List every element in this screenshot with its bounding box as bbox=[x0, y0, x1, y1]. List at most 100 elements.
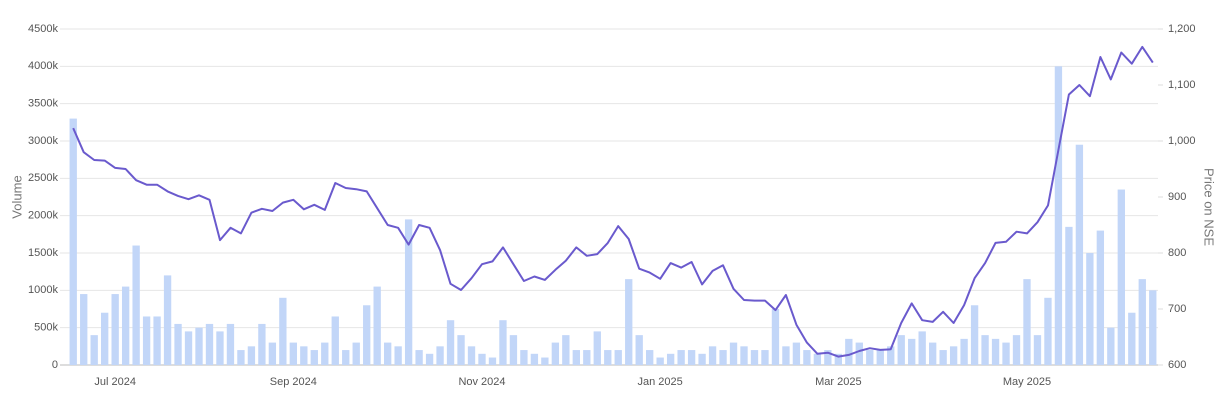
y2-tick-label: 600 bbox=[1168, 359, 1186, 371]
y-tick-label: 1000k bbox=[28, 284, 58, 296]
volume-bar bbox=[467, 346, 476, 365]
volume-bar bbox=[425, 353, 434, 365]
x-tick-label: Mar 2025 bbox=[815, 376, 861, 388]
volume-bar bbox=[708, 346, 717, 365]
volume-bar bbox=[69, 118, 77, 365]
volume-bar bbox=[289, 342, 298, 365]
volume-bar bbox=[1086, 253, 1094, 365]
volume-bar bbox=[541, 357, 549, 365]
y2-tick-label: 700 bbox=[1168, 303, 1186, 315]
volume-bar bbox=[824, 350, 832, 365]
x-tick-label: Jan 2025 bbox=[638, 376, 683, 388]
volume-bar bbox=[153, 316, 161, 365]
volume-bar bbox=[729, 342, 738, 365]
volume-bar bbox=[342, 350, 350, 365]
y-tick-label: 2500k bbox=[28, 172, 58, 184]
volume-bar bbox=[960, 338, 968, 365]
volume-bar bbox=[928, 342, 937, 365]
volume-bar bbox=[551, 342, 560, 365]
volume-bar bbox=[1002, 342, 1010, 365]
y-tick-label: 500k bbox=[34, 322, 58, 334]
volume-bar bbox=[174, 323, 182, 365]
volume-bar bbox=[876, 350, 884, 365]
volume-bar bbox=[404, 219, 413, 365]
volume-bar bbox=[687, 350, 696, 365]
volume-bar bbox=[625, 279, 633, 365]
volume-bar bbox=[1096, 230, 1105, 365]
volume-bar bbox=[761, 350, 769, 365]
y2-tick-label: 1,200 bbox=[1168, 23, 1196, 35]
volume-bar bbox=[300, 346, 308, 365]
volume-bar bbox=[310, 350, 318, 365]
volume-bar bbox=[593, 331, 601, 365]
volume-bar bbox=[216, 331, 224, 365]
volume-bar bbox=[90, 335, 98, 365]
volume-bar bbox=[970, 305, 979, 365]
y-tick-label: 2000k bbox=[28, 210, 58, 222]
y-tick-label: 1500k bbox=[28, 247, 58, 259]
volume-bar bbox=[121, 286, 130, 365]
volume-bar bbox=[1138, 279, 1146, 365]
volume-bar bbox=[614, 350, 622, 365]
volume-bar bbox=[478, 353, 486, 365]
volume-bar bbox=[604, 350, 612, 365]
x-tick-label: May 2025 bbox=[1003, 376, 1051, 388]
volume-bar bbox=[887, 346, 895, 365]
volume-bar bbox=[184, 331, 193, 365]
volume-bar bbox=[457, 335, 465, 365]
volume-bar bbox=[866, 350, 874, 365]
volume-bar bbox=[656, 357, 664, 365]
volume-bar bbox=[803, 350, 811, 365]
volume-bar bbox=[142, 316, 151, 365]
volume-bar bbox=[132, 245, 140, 365]
x-tick-label: Nov 2024 bbox=[458, 376, 505, 388]
y-tick-label: 0 bbox=[52, 359, 58, 371]
volume-bar bbox=[258, 323, 266, 365]
volume-bar bbox=[813, 353, 822, 365]
volume-bar bbox=[991, 338, 1000, 365]
volume-bar bbox=[646, 350, 654, 365]
y-tick-label: 4000k bbox=[28, 60, 58, 72]
volume-bar bbox=[205, 323, 214, 365]
volume-bar bbox=[321, 342, 329, 365]
volume-bar bbox=[383, 342, 392, 365]
volume-bar bbox=[562, 335, 570, 365]
volume-bar bbox=[750, 350, 759, 365]
volume-bar bbox=[855, 342, 863, 365]
price-line bbox=[72, 45, 1154, 358]
volume-bar bbox=[740, 346, 748, 365]
volume-bar bbox=[352, 342, 360, 365]
volume-bar bbox=[415, 350, 423, 365]
volume-bar bbox=[101, 312, 109, 365]
volume-bar bbox=[1044, 297, 1052, 365]
volume-bar bbox=[845, 338, 853, 365]
volume-bar bbox=[530, 353, 539, 365]
volume-bar bbox=[1149, 290, 1157, 365]
x-tick-label: Sep 2024 bbox=[270, 376, 317, 388]
volume-bar bbox=[1075, 144, 1084, 365]
volume-bar bbox=[1117, 189, 1125, 365]
volume-bar bbox=[1054, 66, 1063, 365]
y-tick-label: 3000k bbox=[28, 135, 58, 147]
volume-bar bbox=[1012, 335, 1021, 365]
volume-bar bbox=[939, 350, 947, 365]
x-tick-label: Jul 2024 bbox=[94, 376, 136, 388]
volume-bar bbox=[1107, 327, 1115, 365]
volume-bar bbox=[520, 350, 528, 365]
volume-bar bbox=[1033, 335, 1042, 365]
volume-bar bbox=[583, 350, 591, 365]
volume-bar bbox=[373, 286, 381, 365]
volume-bar bbox=[509, 335, 518, 365]
volume-bar bbox=[698, 353, 706, 365]
volume-bar bbox=[1128, 312, 1136, 365]
volume-bar bbox=[572, 350, 580, 365]
volume-bar bbox=[908, 338, 916, 365]
volume-bar bbox=[80, 294, 88, 365]
y2-axis-title: Price on NSE bbox=[1202, 168, 1217, 246]
volume-bar bbox=[247, 346, 256, 365]
volume-bar bbox=[268, 342, 277, 365]
volume-bar bbox=[782, 346, 790, 365]
volume-bar bbox=[677, 350, 685, 365]
